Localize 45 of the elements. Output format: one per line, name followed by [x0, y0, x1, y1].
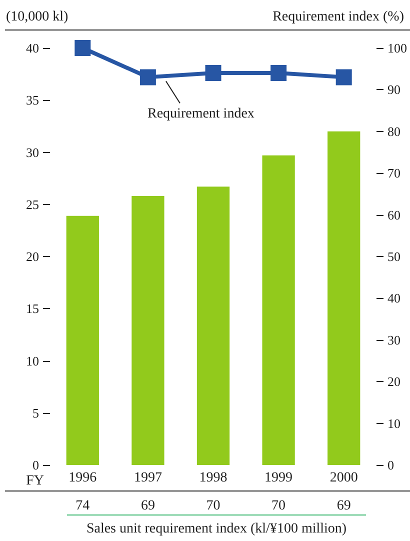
text: 70 — [272, 498, 286, 514]
y2-tick-label: 60 — [388, 207, 400, 222]
x-axis-title: FY — [26, 474, 44, 488]
y2-tick-label: 20 — [388, 374, 400, 390]
y-axis-title: (10,000 kl) — [6, 10, 69, 24]
y2-tick-label: 30 — [388, 332, 400, 348]
text: Sales unit requirement index (kl/¥100 million) — [86, 522, 347, 536]
y2-tick-label: 100 — [388, 40, 407, 56]
x-tick-label: 1999 — [264, 470, 293, 486]
bar — [132, 196, 164, 465]
bar — [328, 131, 360, 465]
y-tick-label: 15 — [26, 301, 39, 316]
y-tick-label: 10 — [26, 353, 39, 368]
point — [74, 40, 91, 56]
bar — [66, 216, 99, 465]
x-tick-label: 2000 — [330, 470, 358, 486]
y2-tick-label: 40 — [388, 290, 400, 306]
y-tick-label: 5 — [32, 405, 39, 420]
text: 69 — [140, 498, 155, 514]
y2-tick-label: 80 — [388, 124, 400, 139]
point — [270, 65, 287, 82]
y-tick-label: 40 — [26, 40, 39, 56]
y2-tick-label: 50 — [388, 249, 400, 264]
y2-tick-label: 0 — [388, 458, 394, 472]
series-label: Requirement index — [147, 106, 254, 122]
y2-axis-title: Requirement index (%) — [272, 10, 404, 24]
y-tick-label: 20 — [26, 249, 39, 264]
text: 70 — [206, 498, 220, 514]
bar — [196, 186, 230, 465]
x-tick-label: 1996 — [68, 470, 97, 486]
point — [336, 69, 352, 86]
y-tick-label: 25 — [26, 196, 39, 212]
y-tick-label: 35 — [26, 92, 39, 108]
text: 69 — [336, 498, 351, 514]
x-tick-label: 1998 — [199, 470, 228, 486]
y2-tick-label: 10 — [388, 416, 400, 431]
text: 74 — [76, 498, 90, 514]
point — [205, 65, 222, 82]
point — [140, 69, 156, 86]
y-tick-label: 0 — [32, 458, 39, 472]
bar — [262, 155, 295, 465]
x-tick-label: 1997 — [134, 470, 162, 486]
y2-tick-label: 90 — [388, 82, 400, 98]
y-tick-label: 30 — [26, 144, 39, 160]
y2-tick-label: 70 — [388, 166, 400, 181]
